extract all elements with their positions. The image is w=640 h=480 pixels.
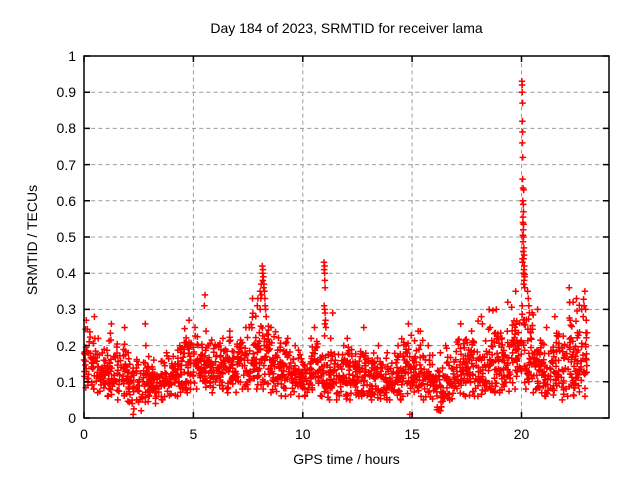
y-tick-label-5: 0.5: [56, 229, 76, 245]
y-tick-label-10: 1: [68, 48, 76, 64]
y-tick-label-3: 0.3: [56, 301, 76, 318]
axis-tick-marks: [83, 55, 609, 419]
x-tick-label-1: 5: [189, 426, 198, 442]
y-tick-label-8: 0.8: [56, 120, 76, 137]
y-tick-label-7: 0.7: [56, 156, 76, 173]
x-tick-label-4: 20: [513, 426, 530, 442]
x-tick-label-3: 15: [404, 426, 420, 442]
x-tick-label-0: 0: [80, 426, 88, 442]
y-tick-label-6: 0.6: [56, 192, 76, 209]
y-tick-label-2: 0.2: [56, 337, 76, 354]
scatter-points-srmtid: [80, 78, 591, 418]
y-tick-label-9: 0.9: [56, 84, 76, 101]
y-tick-label-4: 0.4: [56, 265, 76, 282]
x-tick-label-2: 10: [294, 426, 311, 442]
chart-title: Day 184 of 2023, SRMTID for receiver lam…: [210, 20, 483, 36]
y-tick-label-1: 0.1: [56, 373, 76, 390]
y-tick-label-0: 0: [68, 410, 76, 426]
x-axis-label: GPS time / hours: [293, 451, 400, 467]
